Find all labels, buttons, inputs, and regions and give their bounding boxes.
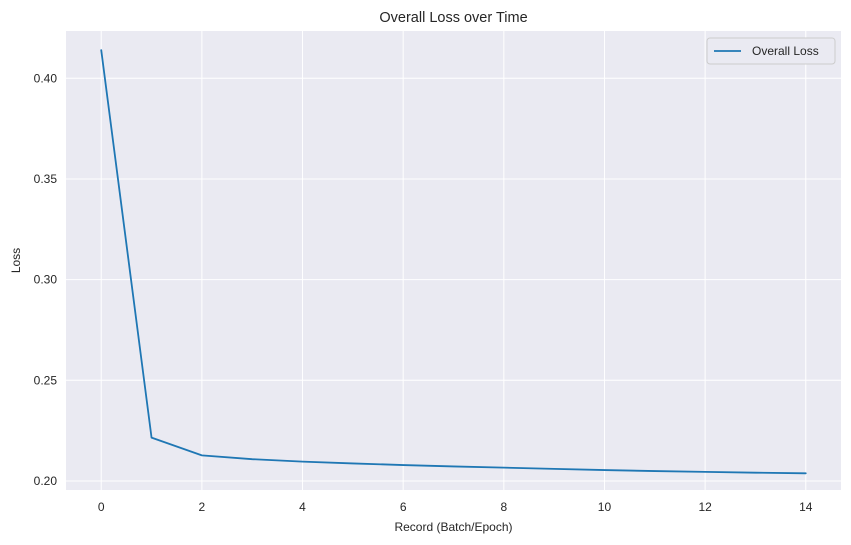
y-tick-label: 0.20 <box>34 474 58 488</box>
plot-area <box>66 31 841 490</box>
y-axis-label: Loss <box>9 248 23 273</box>
x-tick-label: 2 <box>199 500 206 514</box>
series-layer <box>100 49 807 475</box>
x-axis-label: Record (Batch/Epoch) <box>394 520 512 534</box>
x-tick-label: 8 <box>500 500 507 514</box>
series-line-overall-loss <box>100 49 807 475</box>
y-tick-labels: 0.20 0.25 0.30 0.35 0.40 <box>34 71 58 488</box>
y-tick-label: 0.30 <box>34 273 58 287</box>
chart-title: Overall Loss over Time <box>379 10 527 26</box>
x-tick-label: 0 <box>98 500 105 514</box>
x-tick-label: 10 <box>598 500 612 514</box>
x-tick-label: 6 <box>400 500 407 514</box>
x-tick-label: 12 <box>698 500 712 514</box>
x-tick-label: 4 <box>299 500 306 514</box>
x-tick-label: 14 <box>799 500 813 514</box>
grid-lines <box>66 31 841 490</box>
y-tick-label: 0.35 <box>34 172 58 186</box>
legend-box <box>706 37 836 65</box>
y-tick-label: 0.25 <box>34 373 58 387</box>
y-tick-label: 0.40 <box>34 71 58 85</box>
x-tick-labels: 0 2 4 6 8 10 12 14 <box>98 500 813 514</box>
legend-label: Overall Loss <box>752 44 819 58</box>
legend: Overall Loss <box>706 37 836 65</box>
